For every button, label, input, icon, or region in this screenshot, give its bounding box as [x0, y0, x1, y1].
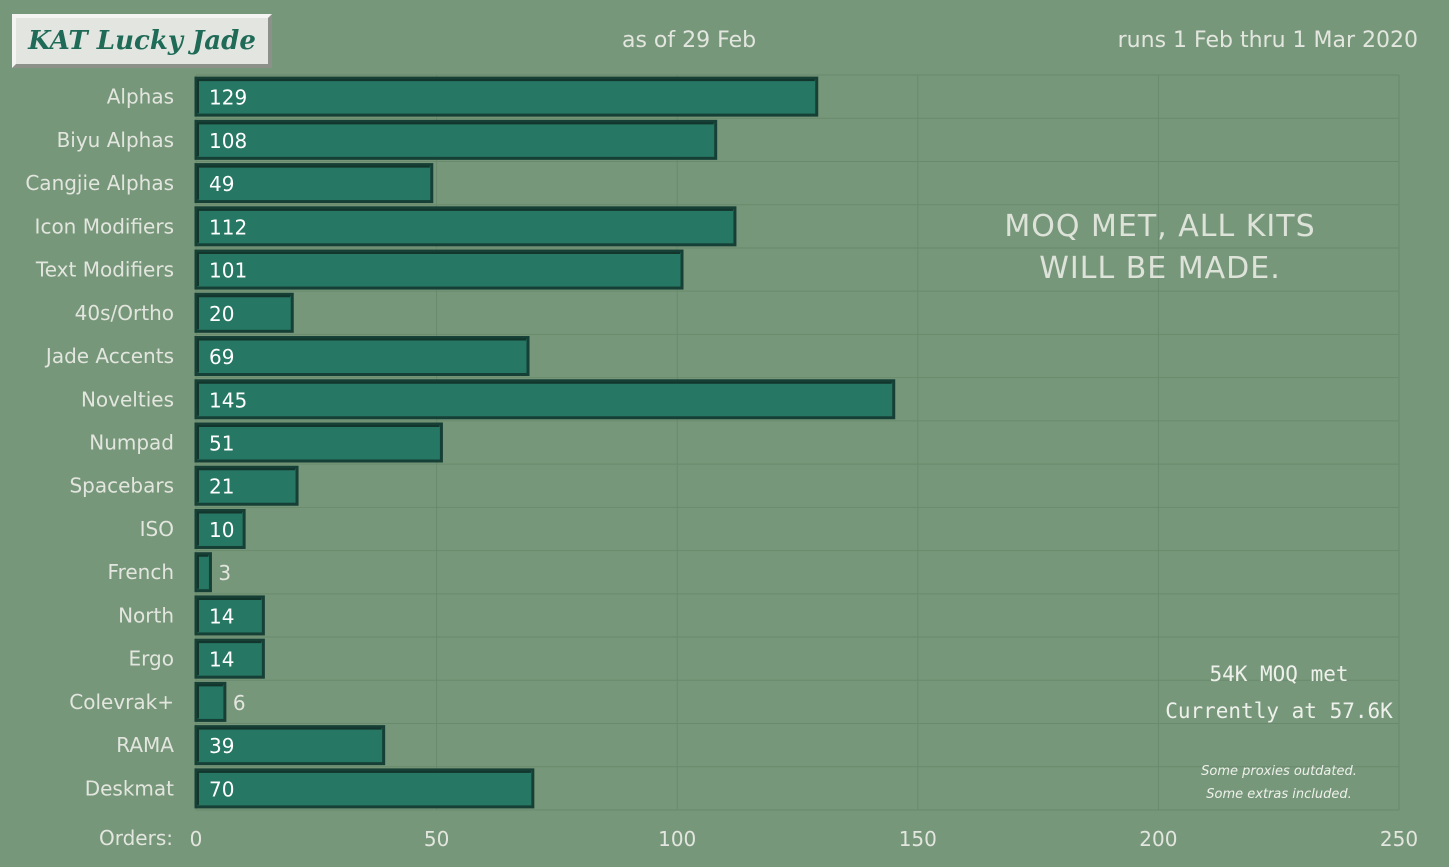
- bar-value-label: 112: [209, 215, 247, 239]
- bar-value-label: 101: [209, 259, 247, 283]
- bar: [194, 119, 718, 160]
- bar-bevel: [197, 554, 209, 589]
- bar: [194, 681, 227, 722]
- x-tick-label: 200: [1139, 827, 1177, 851]
- category-label: Jade Accents: [44, 344, 174, 368]
- moq-status-line2: Currently at 57.6K: [1165, 699, 1393, 723]
- bar-value-label: 69: [209, 345, 234, 369]
- footnote-line2: Some extras included.: [1206, 787, 1352, 802]
- bar-value-label: 145: [209, 388, 247, 412]
- bar: [194, 163, 434, 204]
- moq-annotation-line1: MOQ MET, ALL KITS: [1004, 209, 1316, 244]
- title-badge: KAT Lucky Jade: [12, 14, 272, 68]
- bar-value-label: 14: [209, 604, 234, 628]
- category-label: Spacebars: [69, 474, 174, 498]
- bar-bevel: [197, 597, 262, 632]
- category-label: Novelties: [81, 387, 174, 411]
- bar: [194, 379, 896, 420]
- bar: [194, 465, 299, 506]
- bar-bevel: [197, 338, 527, 373]
- category-label: French: [108, 560, 174, 584]
- bar-bevel: [197, 252, 681, 287]
- category-label: RAMA: [116, 733, 174, 757]
- x-tick-label: 100: [658, 827, 696, 851]
- category-label: Numpad: [89, 431, 174, 455]
- bar-value-label: 39: [209, 734, 234, 758]
- bar-value-label: 3: [218, 561, 231, 585]
- bar-bevel: [197, 208, 733, 243]
- bar-value-label: 70: [209, 777, 234, 801]
- bar-value-label: 49: [209, 172, 234, 196]
- bar-bevel: [197, 381, 892, 416]
- x-tick-label: 50: [424, 827, 449, 851]
- bar-bevel: [197, 727, 382, 762]
- bar: [194, 725, 386, 766]
- bar-bevel: [197, 468, 296, 503]
- category-label: Ergo: [129, 647, 174, 671]
- bar-value-label: 20: [209, 302, 234, 326]
- bar-bevel: [197, 295, 291, 330]
- moq-status: 54K MOQ met Currently at 57.6K: [1160, 656, 1398, 730]
- category-label: Cangjie Alphas: [25, 171, 174, 195]
- bar-bevel: [197, 79, 815, 114]
- chart-title: KAT Lucky Jade: [28, 26, 256, 56]
- x-tick-label: 0: [190, 827, 203, 851]
- bar-value-label: 10: [209, 518, 234, 542]
- bar: [194, 422, 443, 463]
- bar: [194, 76, 819, 117]
- bar-value-label: 51: [209, 432, 234, 456]
- category-label: 40s/Ortho: [75, 301, 174, 325]
- bar-value-label: 129: [209, 86, 247, 110]
- x-axis-label: Orders:: [99, 826, 173, 850]
- bar: [194, 595, 265, 636]
- bar: [194, 768, 535, 809]
- category-label: Icon Modifiers: [35, 214, 174, 238]
- bar: [194, 336, 530, 377]
- bar-bevel: [197, 770, 531, 805]
- bar-bevel: [197, 641, 262, 676]
- bar: [194, 638, 265, 679]
- bar-value-label: 108: [209, 129, 247, 153]
- category-label: Colevrak+: [69, 690, 174, 714]
- bar: [194, 206, 737, 247]
- footnote-line1: Some proxies outdated.: [1201, 764, 1357, 779]
- bar-value-label: 6: [233, 691, 246, 715]
- x-tick-label: 150: [899, 827, 937, 851]
- bar: [194, 552, 212, 593]
- bar-bevel: [197, 122, 714, 157]
- bar-value-label: 21: [209, 475, 234, 499]
- bar-bevel: [197, 511, 243, 546]
- moq-status-line1: 54K MOQ met: [1209, 662, 1349, 686]
- bar: [194, 249, 684, 290]
- x-tick-label: 250: [1380, 827, 1418, 851]
- bar-bevel: [197, 165, 430, 200]
- category-label: Deskmat: [85, 776, 174, 800]
- bar-value-label: 14: [209, 648, 234, 672]
- bar: [194, 508, 246, 549]
- bar-bevel: [197, 684, 223, 719]
- category-label: Biyu Alphas: [57, 128, 174, 152]
- category-label: ISO: [140, 517, 174, 541]
- moq-annotation-line2: WILL BE MADE.: [1039, 251, 1281, 286]
- category-label: Alphas: [107, 85, 174, 109]
- run-dates: runs 1 Feb thru 1 Mar 2020: [1117, 28, 1418, 53]
- bar-bevel: [197, 425, 440, 459]
- category-label: North: [118, 603, 174, 627]
- as-of-date: as of 29 Feb: [622, 28, 757, 53]
- moq-annotation: MOQ MET, ALL KITS WILL BE MADE.: [950, 206, 1370, 290]
- category-label: Text Modifiers: [35, 258, 174, 282]
- footnote: Some proxies outdated. Some extras inclu…: [1160, 760, 1398, 806]
- bar: [194, 292, 294, 333]
